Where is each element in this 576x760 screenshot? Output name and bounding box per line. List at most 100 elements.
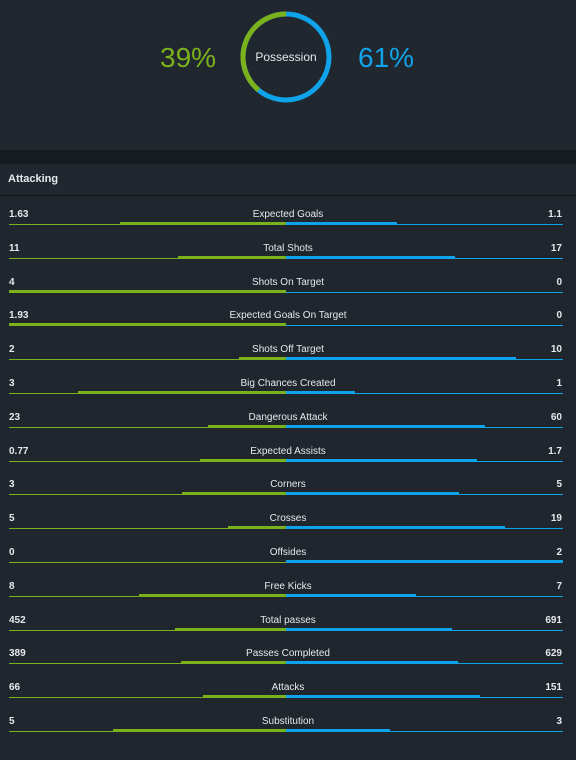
stat-away-bar [286, 728, 390, 732]
stat-away-value: 17 [550, 242, 562, 254]
stat-away-value: 691 [545, 614, 562, 626]
stat-home-track [9, 359, 286, 361]
stat-away-value: 151 [545, 682, 562, 694]
stat-home-bar [200, 458, 286, 462]
stat-away-bar [286, 661, 458, 665]
stat-label: Shots Off Target [252, 344, 324, 356]
stat-home-track [9, 561, 286, 563]
stat-label: Attacks [271, 682, 305, 694]
stat-home-track [9, 629, 286, 631]
stat-home-value: 5 [9, 715, 15, 727]
stat-away-value: 629 [545, 648, 562, 660]
stat-label: Offsides [269, 546, 307, 558]
stat-label: Substitution [261, 715, 315, 727]
stat-home-track [9, 460, 286, 462]
stat-row: 0 Offsides 2 [0, 534, 576, 568]
stat-home-bar [181, 661, 286, 665]
stat-home-value: 3 [9, 479, 15, 491]
possession-home-arc [240, 11, 332, 103]
stat-away-track [286, 325, 563, 327]
stat-row: 4 Shots On Target 0 [0, 264, 576, 298]
stat-home-value: 8 [9, 580, 15, 592]
stat-label: Expected Goals [252, 209, 324, 220]
stat-away-bar [286, 390, 355, 394]
stat-home-bar [9, 323, 286, 327]
stat-row: 3 Big Chances Created 1 [0, 365, 576, 399]
stat-row: 0.77 Expected Assists 1.7 [0, 433, 576, 467]
stat-row: 452 Total passes 691 [0, 602, 576, 636]
stat-row: 5 Substitution 3 [0, 703, 576, 737]
stat-home-bar [139, 593, 286, 597]
stat-away-bar [286, 526, 505, 530]
stat-home-value: 2 [9, 344, 15, 356]
stat-away-value: 3 [556, 715, 562, 727]
stat-home-bar [113, 728, 286, 732]
stat-row: 23 Dangerous Attack 60 [0, 399, 576, 433]
section-divider [0, 150, 576, 164]
stat-away-value: 19 [550, 513, 562, 525]
stat-away-track [286, 595, 563, 597]
stat-home-value: 23 [9, 411, 21, 423]
stat-away-value: 0 [556, 276, 562, 288]
stat-label: Free Kicks [264, 580, 312, 592]
stat-row: 11 Total Shots 17 [0, 230, 576, 264]
stat-away-track [286, 392, 563, 394]
stat-row: 1.93 Expected Goals On Target 0 [0, 297, 576, 331]
stat-home-value: 3 [9, 377, 15, 389]
stat-home-value: 66 [9, 682, 21, 694]
stat-label: Shots On Target [251, 276, 325, 288]
stat-row: 8 Free Kicks 7 [0, 568, 576, 602]
stat-home-bar [239, 357, 286, 361]
stat-label: Corners [270, 479, 306, 491]
stat-home-bar [208, 424, 286, 428]
stat-label: Total Shots [263, 242, 313, 254]
stat-away-bar [286, 559, 563, 563]
stat-away-value: 5 [556, 479, 562, 491]
stat-home-bar [9, 289, 286, 293]
stat-away-bar [286, 627, 452, 631]
stat-away-track [286, 730, 563, 732]
stat-label: Expected Goals On Target [229, 310, 347, 322]
section-header-attacking[interactable]: Attacking [0, 164, 576, 196]
stat-home-value: 452 [9, 614, 26, 626]
stat-home-track [9, 528, 286, 530]
possession-donut [240, 11, 332, 103]
stat-home-value: 1.63 [9, 209, 29, 220]
stat-away-track [286, 291, 563, 293]
stat-home-value: 0 [9, 546, 15, 558]
stat-home-track [9, 494, 286, 496]
section-title: Attacking [8, 173, 59, 185]
stat-away-value: 1 [556, 377, 562, 389]
stat-home-value: 389 [9, 648, 26, 660]
stat-away-bar [286, 695, 480, 699]
stat-home-value: 5 [9, 513, 15, 525]
possession-panel: 39% Possession 61% [0, 0, 576, 150]
stat-away-bar [286, 458, 477, 462]
possession-label: Possession [255, 50, 317, 64]
stat-away-value: 7 [556, 580, 562, 592]
stat-away-track [286, 224, 563, 225]
stat-home-track [9, 663, 286, 665]
stat-home-value: 11 [9, 242, 20, 254]
stat-row: 389 Passes Completed 629 [0, 635, 576, 669]
stats-list: 1.63 Expected Goals 1.1 11 Total Shots 17 4 Sho… [0, 196, 576, 737]
stat-row: 66 Attacks 151 [0, 669, 576, 703]
stat-away-bar [286, 357, 516, 361]
stat-row: 1.63 Expected Goals 1.1 [0, 196, 576, 230]
stat-home-bar [175, 627, 286, 631]
stat-away-bar [286, 222, 397, 225]
stat-home-bar [203, 695, 286, 699]
stat-home-bar [178, 255, 286, 259]
stat-label: Dangerous Attack [248, 411, 328, 423]
stat-home-value: 0.77 [9, 445, 29, 457]
stat-home-value: 4 [9, 276, 15, 288]
stat-home-track [9, 257, 286, 259]
stat-away-bar [286, 593, 416, 597]
stat-home-bar [182, 492, 286, 496]
stat-home-value: 1.93 [9, 310, 29, 322]
stat-away-value: 0 [556, 310, 562, 322]
stat-row: 5 Crosses 19 [0, 500, 576, 534]
stat-home-track [9, 426, 286, 428]
stat-home-bar [120, 222, 286, 225]
stat-label: Crosses [269, 513, 307, 525]
